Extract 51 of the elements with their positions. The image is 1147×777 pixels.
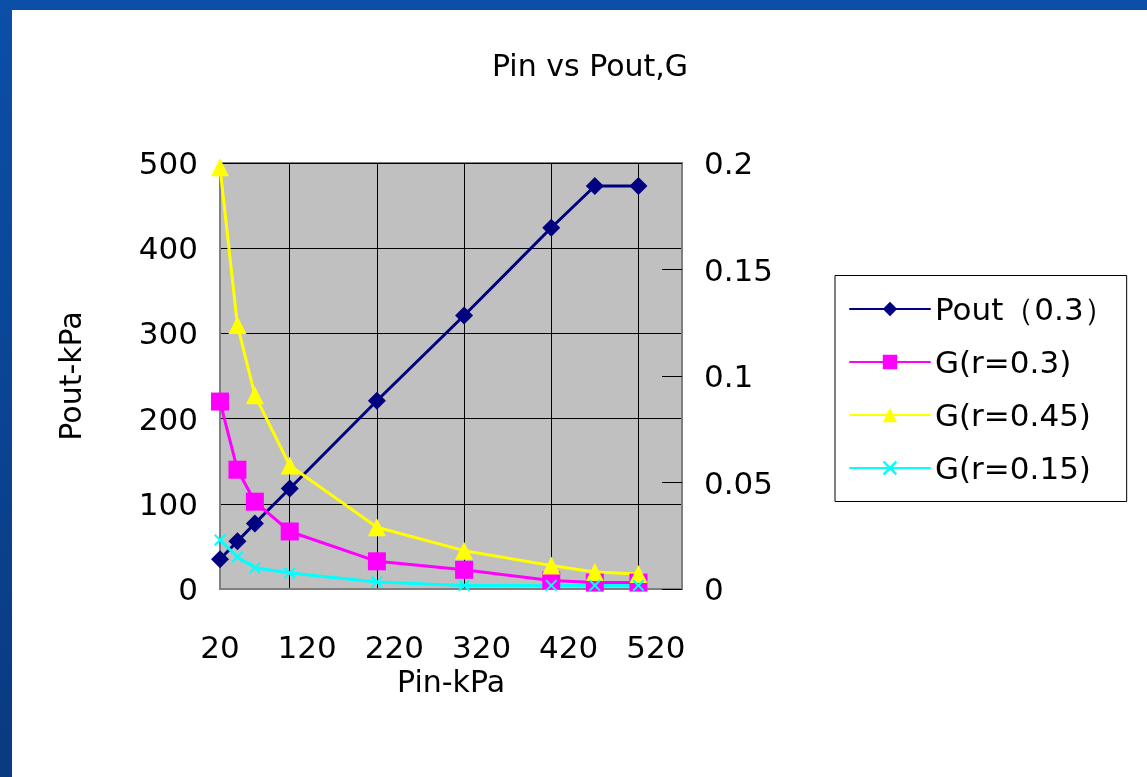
y-tick-label: 500	[138, 145, 198, 181]
point	[367, 391, 386, 410]
point	[367, 518, 386, 537]
point	[585, 177, 604, 195]
y2-tick-label: 0	[704, 571, 724, 607]
legend-label: Pout（0.3）	[935, 291, 1115, 327]
point	[455, 306, 474, 325]
y2-tick-label: 0.15	[704, 251, 774, 288]
point	[542, 218, 561, 237]
point	[629, 565, 648, 584]
y-tick-label: 0	[178, 571, 198, 607]
y2-tick-label: 0.05	[704, 464, 774, 501]
point	[211, 392, 229, 411]
point	[455, 541, 474, 560]
x-axis-title: Pin-kPa	[396, 664, 506, 700]
point	[211, 550, 229, 569]
point	[370, 575, 383, 588]
x-tick-label: 320	[451, 628, 512, 665]
point	[245, 492, 264, 511]
point	[629, 177, 648, 195]
y-tick-label: 200	[138, 400, 198, 437]
x-tick-label: 420	[539, 628, 599, 665]
y-tick-label: 400	[138, 230, 198, 267]
legend-label: G(r=0.15)	[935, 450, 1091, 486]
point	[228, 532, 247, 551]
point	[455, 560, 474, 579]
y-axis-title: Pout-kPa	[52, 311, 88, 441]
point	[211, 158, 229, 177]
x-tick-label: 20	[200, 628, 240, 665]
point	[280, 479, 299, 498]
x-tick-label: 220	[364, 628, 424, 665]
legend-label: G(r=0.3)	[935, 344, 1072, 380]
x-tick-label: 520	[626, 628, 686, 665]
point	[228, 315, 247, 334]
point	[245, 514, 264, 533]
legend-label: G(r=0.45)	[935, 397, 1091, 433]
point	[214, 534, 226, 547]
point	[367, 552, 386, 571]
point	[283, 567, 296, 580]
y2-tick-label: 0.2	[704, 145, 754, 181]
chart-title: Pin vs Pout,G	[491, 47, 689, 83]
point	[280, 522, 299, 541]
point	[228, 460, 247, 479]
point	[542, 556, 561, 575]
x-tick-label: 120	[277, 628, 337, 665]
point	[245, 386, 264, 405]
y2-tick-label: 0.1	[704, 358, 754, 394]
point	[585, 562, 604, 581]
y-tick-label: 100	[138, 485, 198, 522]
point	[280, 456, 299, 475]
y-tick-label: 300	[138, 315, 198, 352]
